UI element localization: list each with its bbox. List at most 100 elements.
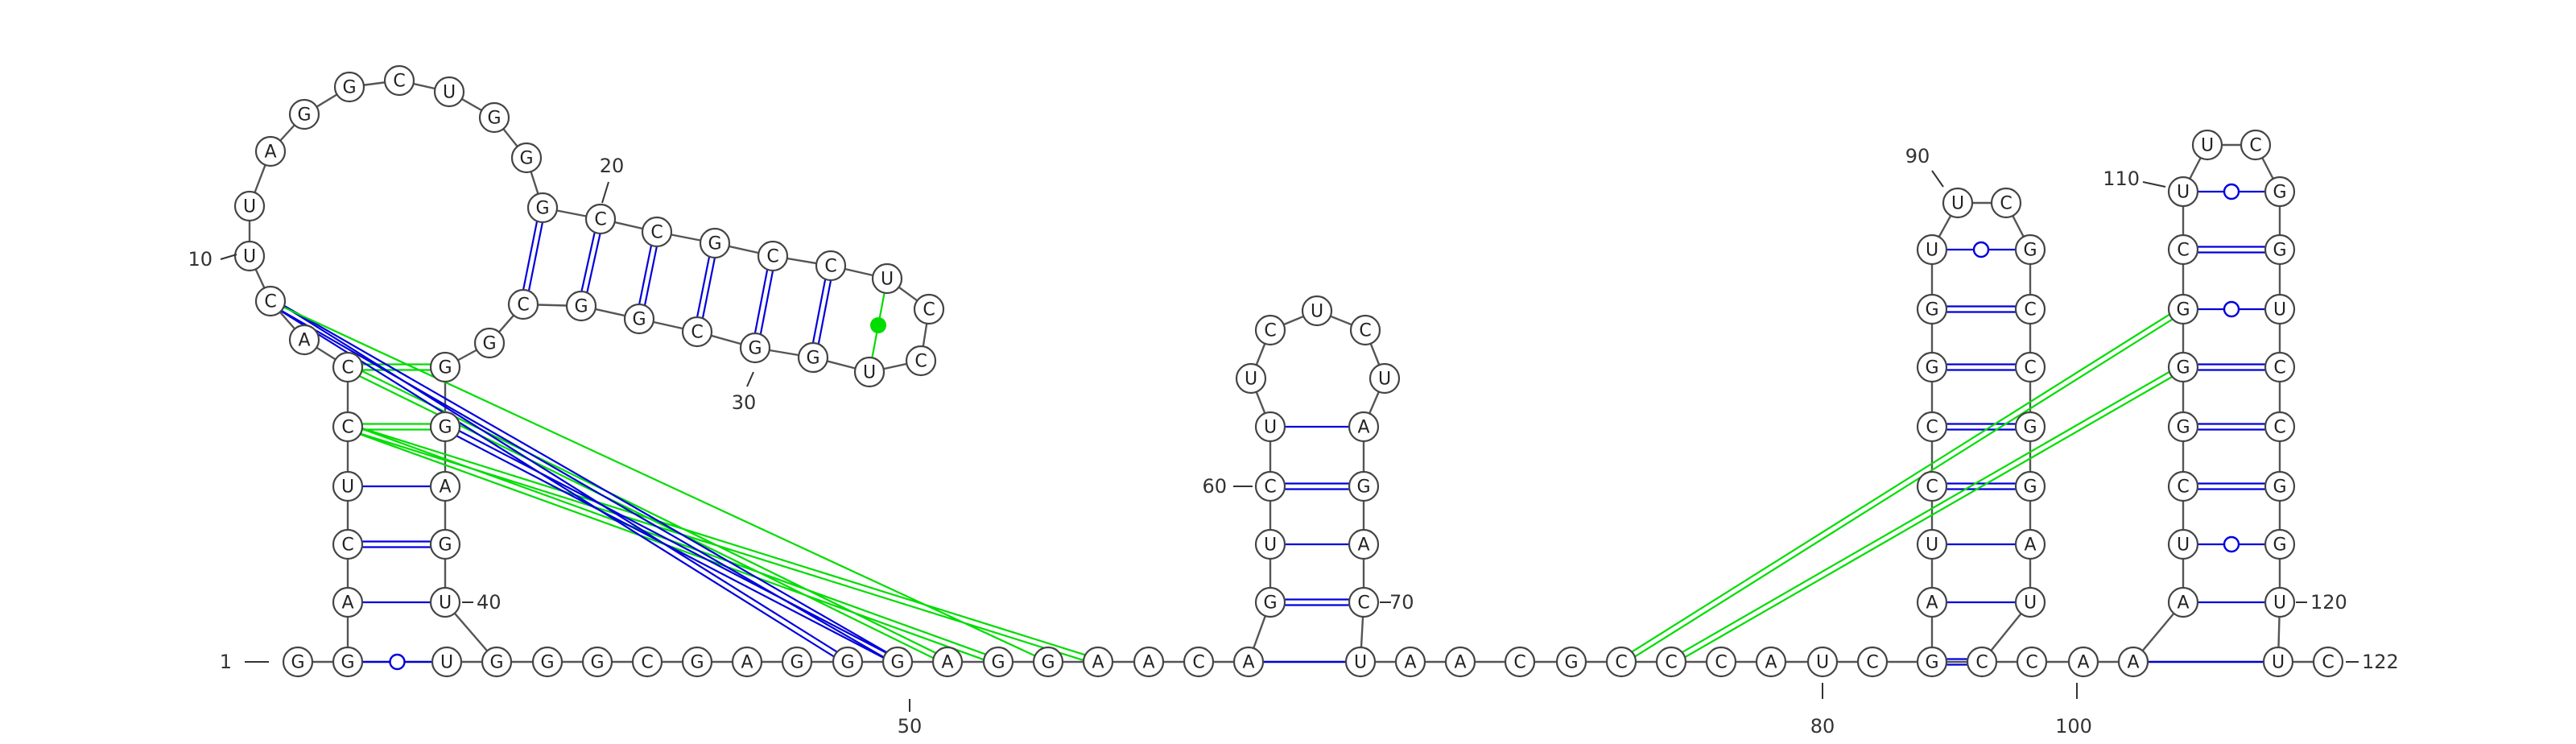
nucleotide-letter: C [1264, 321, 1276, 341]
nucleotide-letter: A [2024, 535, 2036, 556]
nucleotide-letter: U [2272, 653, 2285, 673]
nucleotide-letter: G [790, 653, 803, 673]
nucleotide-circle [2067, 646, 2099, 678]
nucleotide: A [1082, 646, 1114, 678]
nucleotide: U [1254, 528, 1286, 560]
nucleotide-circle [1344, 646, 1377, 678]
nucleotide-letter: G [2273, 241, 2286, 261]
nucleotide: G [2167, 351, 2199, 383]
nucleotide-circle [507, 288, 539, 320]
nucleotide: U [871, 262, 903, 295]
nucleotide-circle [1444, 646, 1476, 678]
canonical-pair [443, 428, 897, 666]
nucleotide: C [1705, 646, 1737, 678]
nucleotide: G [2014, 470, 2046, 502]
nucleotide-circle [2264, 351, 2296, 383]
nucleotide-circle [681, 316, 713, 348]
nucleotide-circle [681, 646, 713, 678]
nucleotide-letter: G [840, 653, 854, 673]
nucleotide-circle [1806, 646, 1839, 678]
nucleotide-letter: G [1263, 593, 1277, 614]
nucleotide-circle [781, 646, 813, 678]
nucleotide: C [2167, 470, 2199, 502]
nucleotide-circle [832, 646, 864, 678]
nucleotide-circle [1655, 646, 1687, 678]
nucleotide: C [584, 203, 617, 235]
nucleotide-circle [2167, 293, 2199, 325]
wobble-pair-marker [2223, 300, 2240, 318]
nucleotide-circle [429, 528, 461, 560]
nucleotide-circle [1705, 646, 1737, 678]
nucleotide-circle [481, 646, 513, 678]
nucleotide-letter: G [438, 358, 452, 378]
nucleotide-circle [757, 240, 789, 272]
position-label: 60 [1202, 475, 1227, 498]
nucleotide: A [429, 470, 461, 502]
nucleotide-circle [2167, 234, 2199, 266]
nucleotide-circle [1368, 362, 1401, 395]
nucleotide-circle [1394, 646, 1426, 678]
nucleotide-circle [333, 71, 365, 103]
nucleotide-letter: U [440, 653, 453, 673]
nucleotide-circle [815, 250, 847, 282]
nucleotide-letter: U [243, 197, 256, 217]
nucleotide-letter: C [824, 257, 836, 277]
nucleotide-letter: A [1926, 593, 1938, 614]
nucleotide-circle [2240, 129, 2272, 161]
nucleotide-letter: C [341, 418, 353, 438]
nucleotide-letter: A [1092, 653, 1104, 673]
nucleotide-letter: A [2177, 593, 2189, 614]
canonical-pair [815, 266, 835, 358]
nucleotide: C [757, 240, 789, 272]
nucleotide-circle [1916, 528, 1948, 560]
nucleotide: A [931, 646, 964, 678]
canonical-pair [268, 303, 847, 665]
nucleotide-letter: G [2176, 358, 2190, 378]
nucleotide: G [832, 646, 864, 678]
nucleotide-letter: C [2025, 653, 2037, 673]
canonical-pair [519, 207, 541, 304]
nucleotide-circle [2262, 646, 2294, 678]
non-canonical-pair [1672, 369, 2186, 665]
position-tick [220, 254, 237, 260]
nucleotide: G [429, 411, 461, 443]
nucleotide-letter: U [1311, 302, 1323, 322]
nucleotide-letter: A [1357, 418, 1369, 438]
nucleotide-letter: G [2023, 241, 2037, 261]
nucleotide: C [2240, 129, 2272, 161]
nucleotide-circle [1916, 234, 1948, 266]
nucleotide: G [288, 98, 320, 130]
nucleotide: U [1916, 528, 1948, 560]
nucleotide-circle [233, 190, 266, 222]
nucleotide-circle [1254, 314, 1286, 346]
nucleotide: C [507, 288, 539, 320]
nucleotide-letter: C [1264, 477, 1276, 498]
nucleotide-circle [433, 76, 465, 108]
nucleotide-letter: C [2249, 136, 2261, 156]
nucleotide: G [1916, 293, 1948, 325]
nucleotide-letter: G [2176, 300, 2190, 320]
nucleotide-circle [2264, 586, 2296, 618]
nucleotide: U [233, 190, 266, 222]
canonical-pair [271, 298, 850, 660]
nucleotide-letter: G [2273, 477, 2286, 498]
nucleotide-circle [631, 646, 663, 678]
nucleotide-circle [1348, 470, 1380, 502]
position-label: 90 [1905, 145, 1930, 167]
nucleotide: G [1555, 646, 1587, 678]
nucleotide: G [1254, 586, 1286, 618]
canonical-pair [446, 423, 900, 660]
nucleotide-letter: U [2273, 300, 2286, 320]
position-label: 1 [220, 651, 232, 673]
nucleotide-letter: U [341, 477, 354, 498]
nucleotide-circle [2167, 528, 2199, 560]
nucleotide-circle [1916, 411, 1948, 443]
nucleotide: U [433, 76, 465, 108]
nucleotide: U [1344, 646, 1377, 678]
nucleotide-circle [2014, 586, 2046, 618]
position-tick [2142, 181, 2166, 188]
nucleotide-letter: C [1926, 477, 1938, 498]
nucleotide-letter: G [2176, 418, 2190, 438]
position-label: 30 [732, 391, 757, 414]
nucleotide: G [2167, 293, 2199, 325]
